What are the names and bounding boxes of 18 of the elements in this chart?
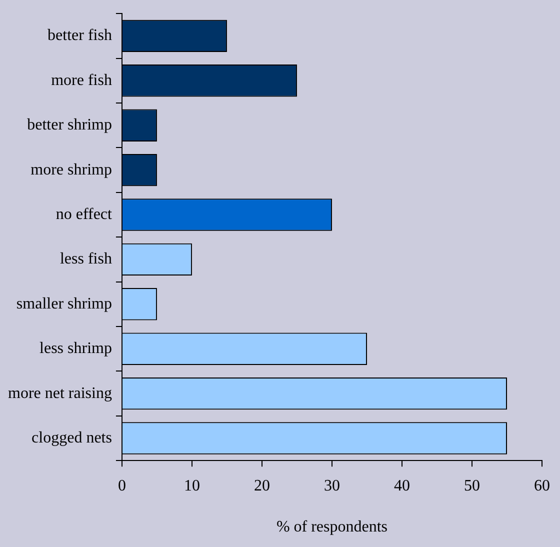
x-tick-label: 50 xyxy=(464,477,480,494)
y-tick-label: less shrimp xyxy=(40,340,112,358)
y-tick-label: more fish xyxy=(51,72,112,89)
y-tick-label: clogged nets xyxy=(32,429,112,446)
y-tick-label: no effect xyxy=(56,206,113,223)
y-tick-label: more shrimp xyxy=(30,161,112,178)
x-tick-label: 10 xyxy=(184,477,200,494)
y-tick-label: better fish xyxy=(48,27,112,44)
x-tick-label: 0 xyxy=(118,477,126,494)
x-tick-label: 20 xyxy=(254,477,270,494)
y-tick-label: better shrimp xyxy=(27,116,112,134)
x-tick-label: 30 xyxy=(324,477,340,494)
y-tick-label: less fish xyxy=(60,250,112,268)
x-axis-title: % of respondents xyxy=(276,518,388,536)
x-tick-label: 40 xyxy=(394,477,410,494)
y-tick-label: smaller shrimp xyxy=(16,295,112,312)
x-tick-label: 60 xyxy=(534,477,550,494)
y-tick-label: more net raising xyxy=(8,384,112,402)
